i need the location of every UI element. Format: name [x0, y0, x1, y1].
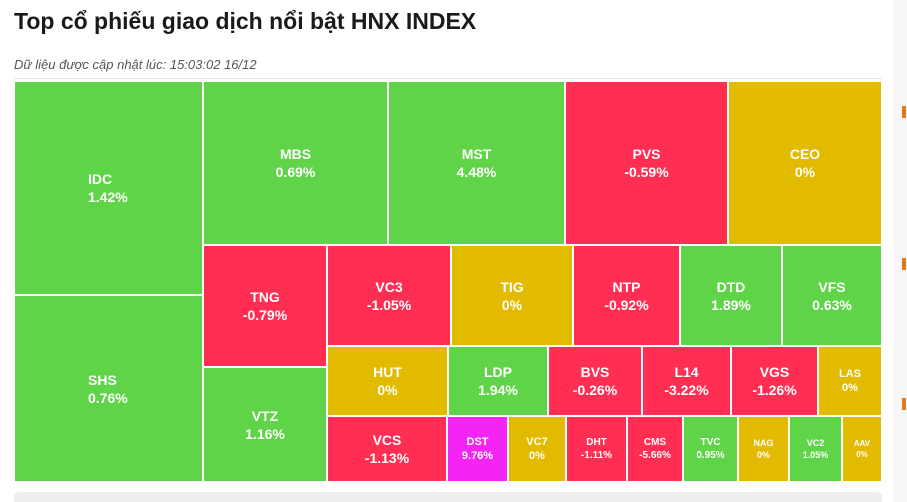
side-accent-mark	[902, 258, 906, 270]
treemap-tile-vc7[interactable]: VC7 0%	[508, 416, 566, 482]
treemap-tile-bvs[interactable]: BVS -0.26%	[548, 346, 642, 416]
tile-change: -1.26%	[752, 382, 797, 398]
treemap-tile-las[interactable]: LAS 0%	[818, 346, 882, 416]
treemap-tile-l14[interactable]: L14 -3.22%	[642, 346, 731, 416]
tile-ticker: VFS	[818, 278, 846, 295]
treemap-tile-hut[interactable]: HUT 0%	[327, 346, 448, 416]
tile-change: 4.48%	[456, 164, 497, 180]
tile-ticker: NTP	[612, 278, 641, 295]
treemap-tile-tig[interactable]: TIG 0%	[451, 245, 573, 346]
tile-change: 0%	[529, 450, 545, 462]
tile-ticker: VC2	[806, 438, 825, 448]
tile-ticker: CEO	[789, 146, 821, 162]
tile-change: 1.89%	[711, 296, 751, 313]
tile-ticker: VCS	[372, 432, 402, 448]
tile-ticker: VC3	[375, 278, 403, 295]
tile-change: 9.76%	[461, 450, 494, 462]
tile-change: 1.05%	[802, 450, 829, 460]
tile-ticker: PVS	[632, 146, 661, 162]
treemap-tile-dtd[interactable]: DTD 1.89%	[680, 245, 782, 346]
tile-change: 0.76%	[88, 389, 128, 406]
horizontal-scrollbar[interactable]	[14, 492, 882, 502]
tile-ticker: TVC	[700, 437, 721, 448]
tile-ticker: VC7	[526, 436, 548, 448]
side-accent-mark	[902, 398, 906, 410]
treemap-tile-cms[interactable]: CMS -5.66%	[627, 416, 683, 482]
treemap-tile-nag[interactable]: NAG 0%	[738, 416, 789, 482]
treemap-tile-ntp[interactable]: NTP -0.92%	[573, 245, 680, 346]
treemap-tile-aav[interactable]: AAV 0%	[842, 416, 882, 482]
tile-ticker: TNG	[250, 289, 280, 305]
treemap-tile-vc3[interactable]: VC3 -1.05%	[327, 245, 451, 346]
tile-ticker: HUT	[373, 364, 402, 380]
treemap-tile-mbs[interactable]: MBS 0.69%	[203, 81, 388, 245]
treemap-tile-ldp[interactable]: LDP 1.94%	[448, 346, 548, 416]
tile-ticker: TIG	[500, 278, 524, 295]
tile-ticker: VTZ	[251, 407, 279, 424]
tile-ticker: MST	[461, 146, 492, 162]
tile-change: -0.79%	[242, 307, 288, 323]
tile-change: -0.59%	[624, 164, 669, 180]
treemap-tile-idc[interactable]: IDC 1.42%	[14, 81, 203, 295]
tile-change: 0.69%	[275, 164, 316, 180]
treemap-tile-vc2[interactable]: VC2 1.05%	[789, 416, 842, 482]
treemap-tile-shs[interactable]: SHS 0.76%	[14, 295, 203, 482]
tile-ticker: DST	[466, 436, 489, 448]
treemap-tile-pvs[interactable]: PVS -0.59%	[565, 81, 728, 245]
tile-ticker: IDC	[88, 171, 113, 187]
tile-change: -0.92%	[604, 296, 649, 313]
treemap-tile-mst[interactable]: MST 4.48%	[388, 81, 565, 245]
treemap-tile-vcs[interactable]: VCS -1.13%	[327, 416, 447, 482]
tile-change: 1.42%	[88, 189, 128, 205]
tile-ticker: SHS	[88, 371, 117, 388]
treemap-tile-dst[interactable]: DST 9.76%	[447, 416, 508, 482]
tile-change: -1.05%	[366, 296, 412, 313]
tile-change: 1.16%	[245, 425, 285, 442]
tile-ticker: BVS	[580, 364, 610, 380]
treemap-tile-dht[interactable]: DHT -1.11%	[566, 416, 627, 482]
tile-ticker: NAG	[753, 438, 774, 448]
tile-change: -1.13%	[364, 450, 410, 466]
tile-change: 0%	[501, 296, 523, 313]
tile-ticker: LAS	[839, 368, 861, 380]
tile-ticker: CMS	[643, 437, 667, 448]
tile-change: -5.66%	[639, 450, 671, 461]
header-divider	[14, 78, 882, 79]
treemap-tile-tng[interactable]: TNG -0.79%	[203, 245, 327, 367]
tile-change: 0%	[842, 382, 858, 394]
tile-ticker: DHT	[586, 437, 607, 448]
treemap-tile-vgs[interactable]: VGS -1.26%	[731, 346, 818, 416]
tile-ticker: L14	[674, 364, 699, 380]
tile-change: -1.11%	[580, 450, 613, 461]
treemap-tile-tvc[interactable]: TVC 0.95%	[683, 416, 738, 482]
tile-change: 0%	[856, 450, 868, 459]
side-accent-mark	[902, 106, 906, 118]
update-timestamp: Dữ liệu được cập nhật lúc: 15:03:02 16/1…	[14, 57, 257, 72]
page-title: Top cổ phiếu giao dịch nổi bật HNX INDEX	[14, 8, 477, 34]
tile-ticker: DTD	[716, 278, 746, 295]
tile-change: -3.22%	[664, 382, 709, 398]
tile-ticker: VGS	[759, 364, 790, 380]
tile-ticker: AAV	[853, 439, 871, 448]
treemap-tile-vfs[interactable]: VFS 0.63%	[782, 245, 882, 346]
tile-change: -0.26%	[572, 382, 618, 398]
treemap-chart: IDC 1.42% SHS 0.76% MBS 0.69% MST 4.48% PVS -0.59…	[14, 81, 882, 482]
tile-change: 0%	[377, 382, 398, 398]
side-panel-edge	[893, 0, 907, 502]
tile-change: 0.63%	[812, 296, 852, 313]
tile-change: 0%	[794, 164, 816, 180]
tile-change: 0%	[756, 450, 770, 460]
tile-change: 1.94%	[478, 382, 518, 398]
tile-change: 0.95%	[696, 450, 725, 461]
tile-ticker: LDP	[484, 364, 512, 380]
treemap-tile-ceo[interactable]: CEO 0%	[728, 81, 882, 245]
tile-ticker: MBS	[279, 146, 312, 162]
treemap-tile-vtz[interactable]: VTZ 1.16%	[203, 367, 327, 482]
